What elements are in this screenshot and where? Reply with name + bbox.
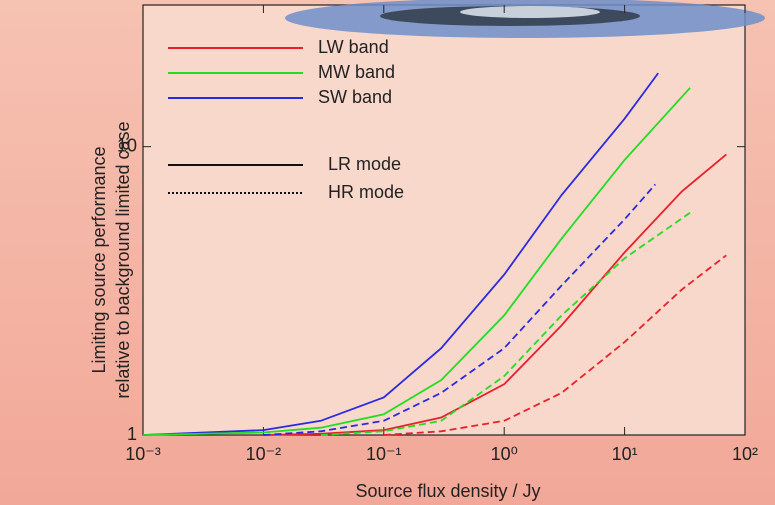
series-line	[142, 72, 659, 436]
series-line	[263, 153, 727, 436]
x-tick-label: 10²	[732, 444, 758, 464]
series-line	[263, 183, 656, 436]
legend-label: LW band	[318, 37, 389, 57]
legend-label: SW band	[318, 87, 392, 107]
y-tick-label: 10	[117, 135, 137, 155]
series-line	[383, 254, 727, 436]
x-tick-label: 10¹	[612, 444, 638, 464]
y-axis-label: relative to background limited case	[113, 121, 133, 398]
series-line	[320, 211, 691, 436]
legend-label: MW band	[318, 62, 395, 82]
legend-label: LR mode	[328, 154, 401, 174]
y-axis-label: Limiting source performance	[89, 146, 109, 373]
x-tick-label: 10⁻³	[125, 444, 161, 464]
x-tick-label: 10⁰	[491, 444, 518, 464]
x-tick-label: 10⁻¹	[366, 444, 402, 464]
legend-label: HR mode	[328, 182, 404, 202]
y-tick-label: 1	[127, 424, 137, 444]
satellite-image	[285, 0, 765, 38]
plot-area	[142, 4, 746, 436]
x-axis-label: Source flux density / Jy	[355, 481, 540, 501]
series-line	[142, 87, 691, 436]
x-tick-label: 10⁻²	[246, 444, 282, 464]
